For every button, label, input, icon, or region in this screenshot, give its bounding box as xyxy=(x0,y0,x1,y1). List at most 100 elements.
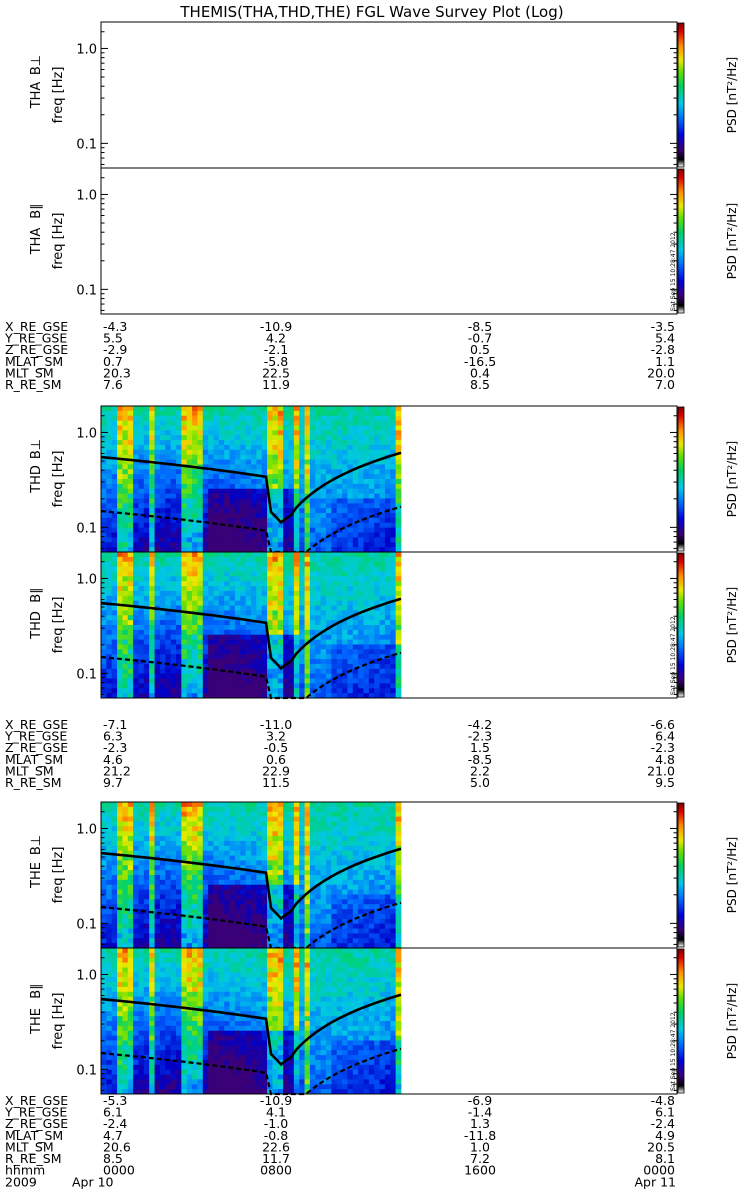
spectrogram-cell xyxy=(224,561,230,567)
spectrogram-cell xyxy=(272,811,279,817)
spectrogram-cell xyxy=(304,576,311,582)
spectrogram-cell xyxy=(283,454,289,460)
spectrogram-cell xyxy=(309,595,316,602)
spectrogram-cell xyxy=(352,836,359,842)
spectrogram-cell xyxy=(176,620,182,626)
spectrogram-cell xyxy=(309,469,316,475)
spectrogram-cell xyxy=(186,634,193,640)
spectrogram-cell xyxy=(395,688,402,694)
spectrogram-cell xyxy=(374,474,380,480)
spectrogram-cell xyxy=(143,654,150,660)
spectrogram-cell xyxy=(218,537,225,543)
spectrogram-cell xyxy=(165,933,172,939)
spectrogram-cell xyxy=(229,928,236,934)
spectrogram-cell xyxy=(117,566,123,572)
spectrogram-cell xyxy=(363,586,370,592)
spectrogram-cell xyxy=(138,581,145,587)
spectrogram-cell xyxy=(149,493,155,499)
spectrogram-cell xyxy=(283,449,289,456)
spectrogram-cell xyxy=(395,474,402,480)
spectrogram-cell xyxy=(192,483,198,490)
spectrogram-cell xyxy=(304,615,311,621)
spectrogram-cell xyxy=(111,483,118,490)
spectrogram-cell xyxy=(133,865,139,871)
spectrogram-cell xyxy=(208,415,214,421)
spectrogram-cell xyxy=(117,605,123,611)
spectrogram-cell xyxy=(347,683,354,689)
spectrogram-cell xyxy=(358,654,364,660)
spectrogram-cell xyxy=(101,581,107,587)
spectrogram-cell xyxy=(138,464,145,470)
spectrogram-cell xyxy=(320,454,327,460)
spectrogram-cell xyxy=(213,644,220,650)
spectrogram-cell xyxy=(133,615,139,621)
spectrogram-cell xyxy=(272,654,279,660)
spectrogram-cell xyxy=(101,644,107,650)
spectrogram-cell xyxy=(331,420,338,426)
spectrogram-cell xyxy=(395,576,402,582)
spectrogram-cell xyxy=(395,673,402,679)
spectrogram-cell xyxy=(181,527,188,533)
spectrogram-cell xyxy=(352,933,359,939)
spectrogram-cell xyxy=(111,406,118,412)
spectrogram-cell xyxy=(320,474,327,480)
spectrogram-cell xyxy=(299,821,305,827)
spectrogram-cell xyxy=(267,610,273,616)
spectrogram-cell xyxy=(197,556,204,563)
spectrogram-cell xyxy=(170,649,177,655)
spectrogram-cell xyxy=(192,474,198,480)
spectrogram-cell xyxy=(186,566,193,572)
spectrogram-cell xyxy=(127,566,134,572)
spectrogram-cell xyxy=(143,561,150,567)
spectrogram-cell xyxy=(197,802,204,808)
spectrogram-cell xyxy=(170,884,177,890)
spectrogram-cell xyxy=(224,836,230,842)
spectrogram-cell xyxy=(245,444,252,451)
spectrogram-cell xyxy=(117,552,123,558)
spectrogram-cell xyxy=(127,590,134,597)
spectrogram-cell xyxy=(256,420,263,426)
spectrogram-cell xyxy=(234,855,241,861)
spectrogram-cell xyxy=(320,806,327,813)
spectrogram-cell xyxy=(149,668,155,675)
spectrogram-cell xyxy=(283,595,289,602)
spectrogram-cell xyxy=(363,493,370,499)
spectrogram-cell xyxy=(309,440,316,446)
spectrogram-cell xyxy=(352,571,359,577)
spectrogram-cell xyxy=(336,649,343,655)
spectrogram-cell xyxy=(309,629,316,636)
spectrogram-cell xyxy=(277,909,284,915)
spectrogram-cell xyxy=(395,566,402,572)
spectrogram-cell xyxy=(326,498,332,504)
spectrogram-cell xyxy=(127,444,134,451)
spectrogram-cell xyxy=(293,845,300,852)
spectrogram-cell xyxy=(240,634,247,640)
spectrogram-cell xyxy=(176,605,182,611)
spectrogram-cell xyxy=(122,639,129,645)
spectrogram-cell xyxy=(133,498,139,504)
spectrogram-cell xyxy=(138,943,145,949)
spectrogram-cell xyxy=(197,415,204,421)
spectrogram-cell xyxy=(176,654,182,660)
spectrogram-cell xyxy=(159,899,166,905)
spectrogram-cell xyxy=(117,488,123,494)
spectrogram-cell xyxy=(272,459,279,465)
spectrogram-cell xyxy=(293,688,300,694)
spectrogram-cell xyxy=(288,889,295,895)
spectrogram-cell xyxy=(336,479,343,485)
spectrogram-cell xyxy=(315,884,322,890)
spectrogram-cell xyxy=(293,498,300,504)
spectrogram-cell xyxy=(245,875,252,881)
spectrogram-cell xyxy=(315,629,322,636)
spectrogram-cell xyxy=(358,875,364,881)
spectrogram-cell xyxy=(347,410,354,417)
spectrogram-cell xyxy=(245,425,252,431)
spectrogram-cell xyxy=(336,816,343,822)
spectrogram-cell xyxy=(224,605,230,611)
spectrogram-cell xyxy=(186,629,193,636)
spectrogram-cell xyxy=(304,860,311,866)
spectrogram-cell xyxy=(347,879,354,886)
spectrogram-cell xyxy=(181,615,188,621)
spectrogram-cell xyxy=(277,884,284,890)
spectrogram-cell xyxy=(218,576,225,582)
